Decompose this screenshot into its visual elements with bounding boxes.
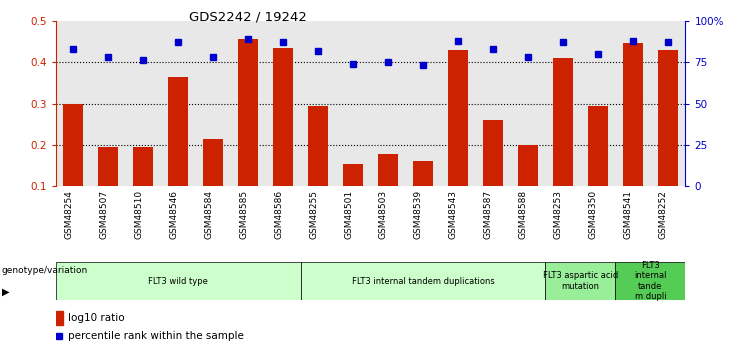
Text: GSM48510: GSM48510 <box>134 190 143 239</box>
Bar <box>239 39 258 186</box>
Text: GSM48541: GSM48541 <box>624 190 633 239</box>
Bar <box>623 43 642 186</box>
Bar <box>273 48 293 186</box>
Text: genotype/variation: genotype/variation <box>1 266 87 275</box>
Bar <box>99 147 118 186</box>
Text: GSM48507: GSM48507 <box>99 190 108 239</box>
Text: GSM48587: GSM48587 <box>484 190 493 239</box>
Bar <box>483 120 502 186</box>
Bar <box>519 145 537 186</box>
Bar <box>554 58 573 186</box>
Bar <box>588 106 608 186</box>
Bar <box>379 154 398 186</box>
Text: GSM48253: GSM48253 <box>554 190 563 239</box>
Bar <box>545 262 616 300</box>
Text: GSM48546: GSM48546 <box>169 190 178 239</box>
Text: GSM48585: GSM48585 <box>239 190 248 239</box>
Text: FLT3 wild type: FLT3 wild type <box>148 277 208 286</box>
Text: GSM48350: GSM48350 <box>589 190 598 239</box>
Bar <box>56 262 301 300</box>
Bar <box>64 104 83 186</box>
Text: GSM48252: GSM48252 <box>659 190 668 239</box>
Text: GSM48254: GSM48254 <box>64 190 73 239</box>
Text: GSM48539: GSM48539 <box>414 190 423 239</box>
Text: GSM48588: GSM48588 <box>519 190 528 239</box>
Text: GSM48586: GSM48586 <box>274 190 283 239</box>
Text: percentile rank within the sample: percentile rank within the sample <box>67 331 243 341</box>
Bar <box>616 262 685 300</box>
Bar <box>204 139 222 186</box>
Text: ▶: ▶ <box>1 287 9 296</box>
Bar <box>301 262 545 300</box>
Bar <box>56 311 62 325</box>
Text: log10 ratio: log10 ratio <box>67 313 124 323</box>
Text: GSM48255: GSM48255 <box>309 190 318 239</box>
Bar <box>343 164 362 186</box>
Text: FLT3
internal
tande
m dupli: FLT3 internal tande m dupli <box>634 261 667 301</box>
Text: GSM48543: GSM48543 <box>449 190 458 239</box>
Text: GSM48501: GSM48501 <box>344 190 353 239</box>
Bar <box>308 106 328 186</box>
Bar <box>168 77 187 186</box>
Bar <box>448 50 468 186</box>
Text: GSM48503: GSM48503 <box>379 190 388 239</box>
Bar <box>658 50 677 186</box>
Text: FLT3 internal tandem duplications: FLT3 internal tandem duplications <box>352 277 494 286</box>
Text: GDS2242 / 19242: GDS2242 / 19242 <box>189 10 307 23</box>
Text: FLT3 aspartic acid
mutation: FLT3 aspartic acid mutation <box>543 272 618 291</box>
Text: GSM48584: GSM48584 <box>204 190 213 239</box>
Bar <box>133 147 153 186</box>
Bar <box>413 161 433 186</box>
